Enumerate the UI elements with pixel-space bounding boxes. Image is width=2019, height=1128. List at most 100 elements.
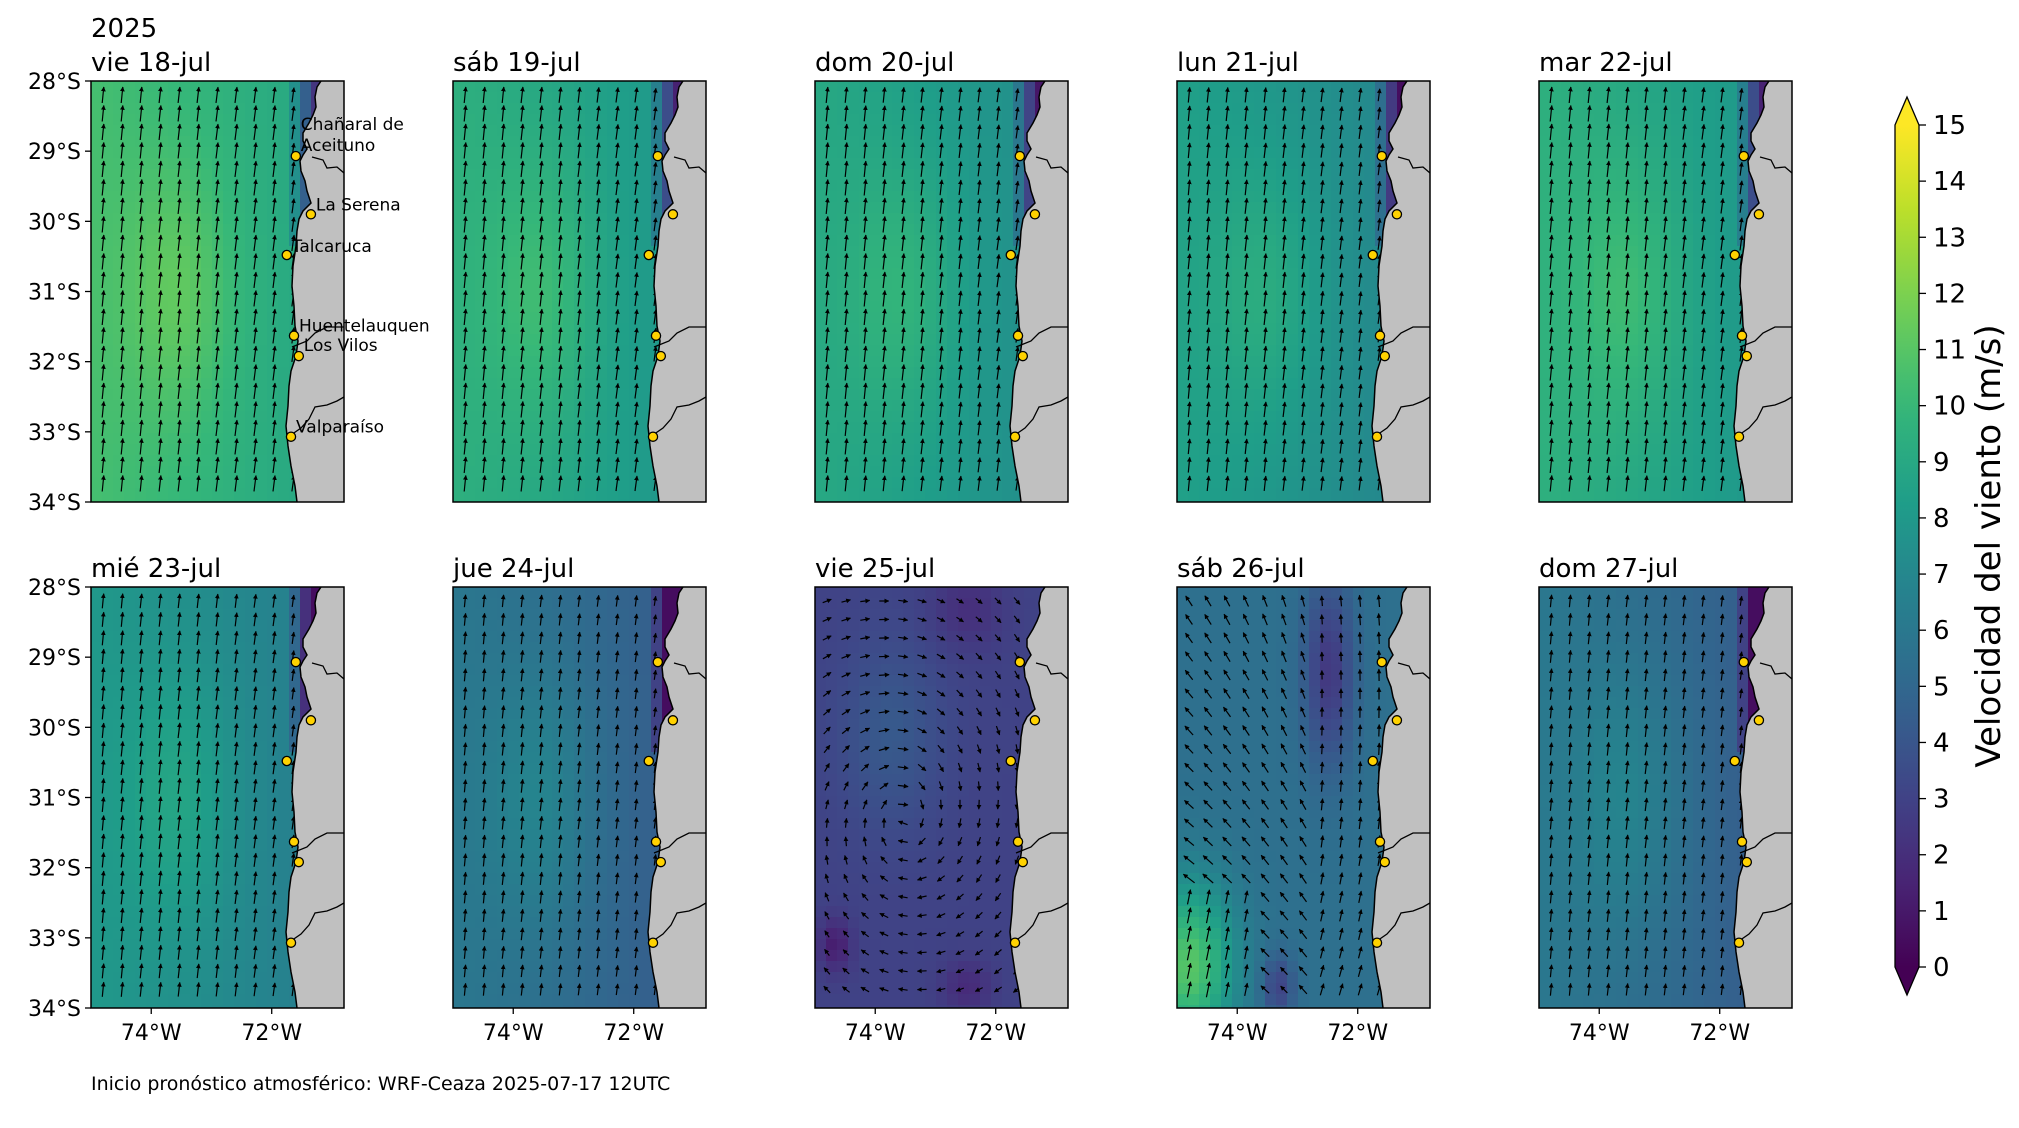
wind-arrow [234,234,239,251]
wind-arrow [100,123,106,141]
wind-arrow [634,105,639,122]
station-marker [650,836,662,847]
wind-arrow [596,327,601,344]
wind-arrow [634,420,639,436]
wind-arrow [520,123,525,141]
wind-arrow [882,160,887,177]
station-marker [1014,150,1026,162]
wind-arrow [615,253,620,270]
wind-arrow [539,142,544,159]
colorbar-tick-label: 3 [1933,785,1950,815]
wind-arrow [976,179,982,195]
wind-arrow [558,160,563,177]
wind-arrow [253,327,258,344]
wind-arrow [100,290,106,307]
station-marker [1736,330,1748,341]
wind-arrow [596,290,601,307]
wind-arrow [234,382,239,399]
wind-arrow [615,382,620,399]
wind-arrow [234,271,239,288]
wind-arrow [634,253,639,270]
wind-arrow [500,105,506,122]
wind-arrow [862,179,868,196]
wind-arrow [957,124,963,140]
wind-arrow [577,382,582,399]
wind-arrow [119,123,125,141]
wind-arrow [577,123,582,140]
wind-arrow [177,160,182,177]
wind-arrow [462,86,468,104]
station-marker [1733,937,1745,948]
wind-arrow [462,456,468,474]
wind-arrow [520,216,525,233]
wind-arrow [615,160,620,177]
wind-arrow [177,438,182,455]
wind-arrow [520,86,525,104]
wind-arrow [558,438,563,455]
wind-arrow [462,142,468,159]
wind-arrow [215,105,220,122]
wind-arrow [177,456,182,473]
wind-arrow [272,475,277,492]
border-line [287,396,344,438]
station-marker [1729,755,1741,767]
colorbar-tick-label: 10 [1933,392,1966,422]
wind-arrow [995,161,1001,177]
wind-arrow [577,253,582,270]
colorbar-extend-min [1895,967,1919,995]
wind-arrow [520,456,525,474]
wind-arrow [272,86,277,103]
wind-arrow [634,235,639,251]
wind-vectors [100,86,296,492]
wind-arrow [138,197,144,215]
station-marker [1371,431,1383,442]
map-panel: mar 22-jul [1538,48,1793,503]
wind-arrow [177,401,182,418]
wind-arrow [138,475,144,492]
colorbar-tick-label: 11 [1933,336,1966,366]
wind-arrow [652,87,658,102]
wind-arrow [520,345,525,363]
wind-arrow [577,327,582,344]
station-marker [667,715,679,726]
wind-arrow [596,216,601,233]
wind-arrow [462,327,468,344]
wind-arrow [862,123,868,140]
wind-arrow [100,345,106,363]
wind-arrow [634,161,639,177]
station-label: La Serena [316,195,401,215]
wind-arrow [1338,632,1344,643]
wind-arrow [253,308,258,325]
wind-arrow [196,234,201,251]
wind-arrow [615,142,620,159]
wind-arrow [215,179,220,196]
wind-arrow [100,308,106,326]
wind-arrow [520,271,525,289]
lon-tick-label: 74°W [845,1021,906,1046]
colorbar-tick-label: 6 [1933,616,1950,646]
wind-arrow [119,86,125,104]
wind-arrow [215,86,220,103]
lat-tick-label: 30°S [28,716,81,741]
colorbar-tick-label: 8 [1933,504,1950,534]
wind-arrow [995,142,1001,158]
lat-tick-label: 34°S [28,997,81,1022]
station-marker [1376,656,1388,668]
panel-date-title: vie 25-jul [815,554,935,584]
wind-arrow [634,290,639,307]
wind-arrow [920,160,925,177]
station-marker [1012,330,1024,341]
wind-arrow [119,160,125,178]
wind-arrow [539,86,544,103]
wind-arrow [500,253,506,270]
wind-arrow [577,160,582,177]
wind-arrow [177,234,182,251]
wind-arrow [500,197,506,215]
wind-arrow [634,438,639,455]
wind-arrow [196,382,201,399]
wind-arrow [196,345,201,362]
wind-arrow [577,475,582,492]
wind-arrow [177,179,182,196]
land-mass [286,81,344,502]
